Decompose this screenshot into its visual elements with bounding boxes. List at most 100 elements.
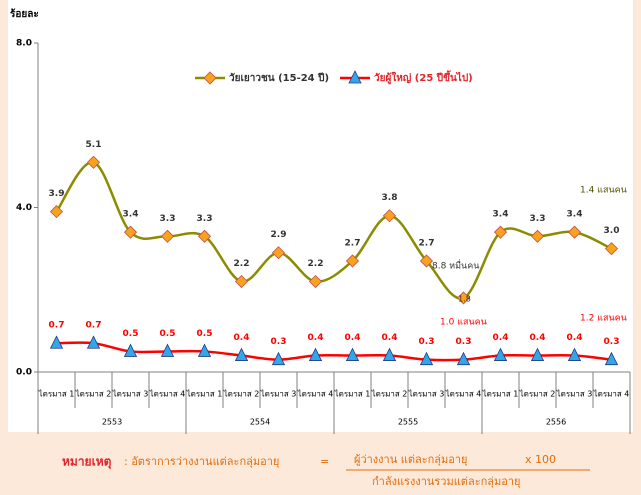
triangle-marker	[197, 343, 212, 357]
data-label: 0.7	[86, 321, 102, 331]
x-tick-label: ไตรมาส 3	[408, 390, 445, 399]
triangle-marker	[123, 343, 138, 357]
data-label: 3.3	[160, 214, 176, 224]
data-label: 0.4	[234, 333, 250, 343]
diamond-marker	[203, 71, 217, 85]
series-line	[55, 161, 613, 300]
year-label: 2556	[546, 418, 566, 427]
note-numerator: ผู้ว่างงาน แต่ละกลุ่มอายุ	[354, 453, 468, 466]
triangle-marker	[493, 347, 508, 361]
data-label: 3.8	[382, 193, 398, 203]
data-label: 0.4	[493, 333, 509, 343]
triangle-marker	[419, 351, 434, 366]
note-multiplier: x 100	[525, 453, 556, 466]
triangle-marker	[271, 351, 286, 366]
annotation: 1.0 แสนคน	[440, 318, 487, 328]
triangle-marker	[456, 351, 471, 366]
triangle-marker	[530, 347, 545, 361]
data-label: 0.4	[530, 333, 546, 343]
diamond-marker	[49, 205, 64, 219]
data-label: 0.7	[49, 321, 65, 331]
data-label: 2.7	[345, 238, 361, 248]
series-line	[56, 341, 612, 362]
legend-label: วัยเยาวชน (15-24 ปี)	[229, 72, 329, 84]
data-label: 0.3	[604, 337, 620, 347]
data-label: 3.4	[123, 210, 139, 220]
triangle-marker	[345, 347, 360, 361]
note-text: : อัตราการว่างงานแต่ละกลุ่มอายุ	[124, 455, 279, 468]
data-label: 5.1	[86, 140, 102, 150]
x-tick-label: ไตรมาส 4	[445, 390, 482, 399]
data-label: 3.3	[197, 214, 213, 224]
note-label: หมายเหตุ	[62, 455, 112, 470]
data-label: 0.5	[160, 329, 176, 339]
y-axis-label: ร้อยละ	[10, 8, 39, 20]
diamond-marker	[419, 254, 434, 268]
diamond-marker	[382, 209, 397, 223]
data-label: 2.2	[234, 259, 250, 269]
annotation: 1.2 แสนคน	[580, 314, 627, 324]
x-tick-label: ไตรมาส 2	[75, 390, 112, 399]
x-tick-label: ไตรมาส 2	[371, 390, 408, 399]
data-label: 2.7	[419, 238, 435, 248]
data-label: 0.3	[419, 337, 435, 347]
x-tick-label: ไตรมาส 2	[519, 390, 556, 399]
triangle-marker	[308, 347, 323, 361]
y-tick-label: 8.0	[16, 39, 32, 49]
triangle-marker	[49, 335, 64, 349]
diamond-marker	[271, 246, 286, 260]
note-denominator: กำลังแรงงานรวมแต่ละกลุ่มอายุ	[372, 475, 520, 488]
diamond-marker	[234, 274, 249, 289]
triangle-marker	[234, 347, 249, 361]
note-equals: =	[320, 455, 329, 468]
note: หมายเหตุ : อัตราการว่างงานแต่ละกลุ่มอายุ…	[62, 453, 590, 488]
diamond-marker	[493, 225, 508, 239]
x-tick-label: ไตรมาส 3	[556, 390, 593, 399]
diamond-marker	[197, 229, 212, 243]
triangle-marker	[348, 70, 362, 84]
x-tick-label: ไตรมาส 4	[593, 390, 630, 399]
data-label: 0.4	[345, 333, 361, 343]
x-tick-label: ไตรมาส 1	[334, 390, 371, 399]
diamond-marker	[123, 225, 138, 239]
x-tick-label: ไตรมาส 2	[223, 390, 260, 399]
x-tick-label: ไตรมาส 4	[297, 390, 334, 399]
data-label: 3.0	[604, 226, 620, 236]
x-tick-label: ไตรมาส 1	[186, 390, 223, 399]
diamond-marker	[86, 155, 101, 169]
data-label: 3.3	[530, 214, 546, 224]
data-label: 0.4	[382, 333, 398, 343]
x-tick-label: ไตรมาส 1	[482, 390, 519, 399]
data-label: 0.3	[271, 337, 287, 347]
data-label: 3.4	[567, 210, 583, 220]
data-label: 0.3	[456, 337, 472, 347]
x-tick-label: ไตรมาส 3	[260, 390, 297, 399]
data-label: 2.2	[308, 259, 324, 269]
triangle-marker	[86, 335, 101, 349]
triangle-marker	[567, 347, 582, 361]
triangle-marker	[604, 351, 619, 366]
diamond-marker	[345, 254, 360, 268]
data-label: 0.5	[123, 329, 139, 339]
year-label: 2555	[398, 418, 418, 427]
x-tick-label: ไตรมาส 3	[112, 390, 149, 399]
legend-label: วัยผู้ใหญ่ (25 ปีขึ้นไป)	[374, 70, 473, 85]
data-label: 0.4	[567, 333, 583, 343]
triangle-marker	[382, 347, 397, 361]
annotation: 1.4 แสนคน	[580, 186, 627, 196]
data-label: 3.4	[493, 210, 509, 220]
data-label: 1.8	[458, 294, 471, 303]
diamond-marker	[604, 242, 619, 256]
diamond-marker	[308, 274, 323, 289]
x-tick-label: ไตรมาส 1	[38, 390, 75, 399]
diamond-marker	[456, 291, 471, 305]
x-tick-label: ไตรมาส 4	[149, 390, 186, 399]
year-label: 2554	[250, 418, 270, 427]
diamond-marker	[160, 229, 175, 243]
diamond-marker	[567, 225, 582, 239]
triangle-marker	[160, 343, 175, 357]
y-tick-label: 0.0	[16, 368, 32, 378]
data-label: 3.9	[49, 189, 65, 199]
